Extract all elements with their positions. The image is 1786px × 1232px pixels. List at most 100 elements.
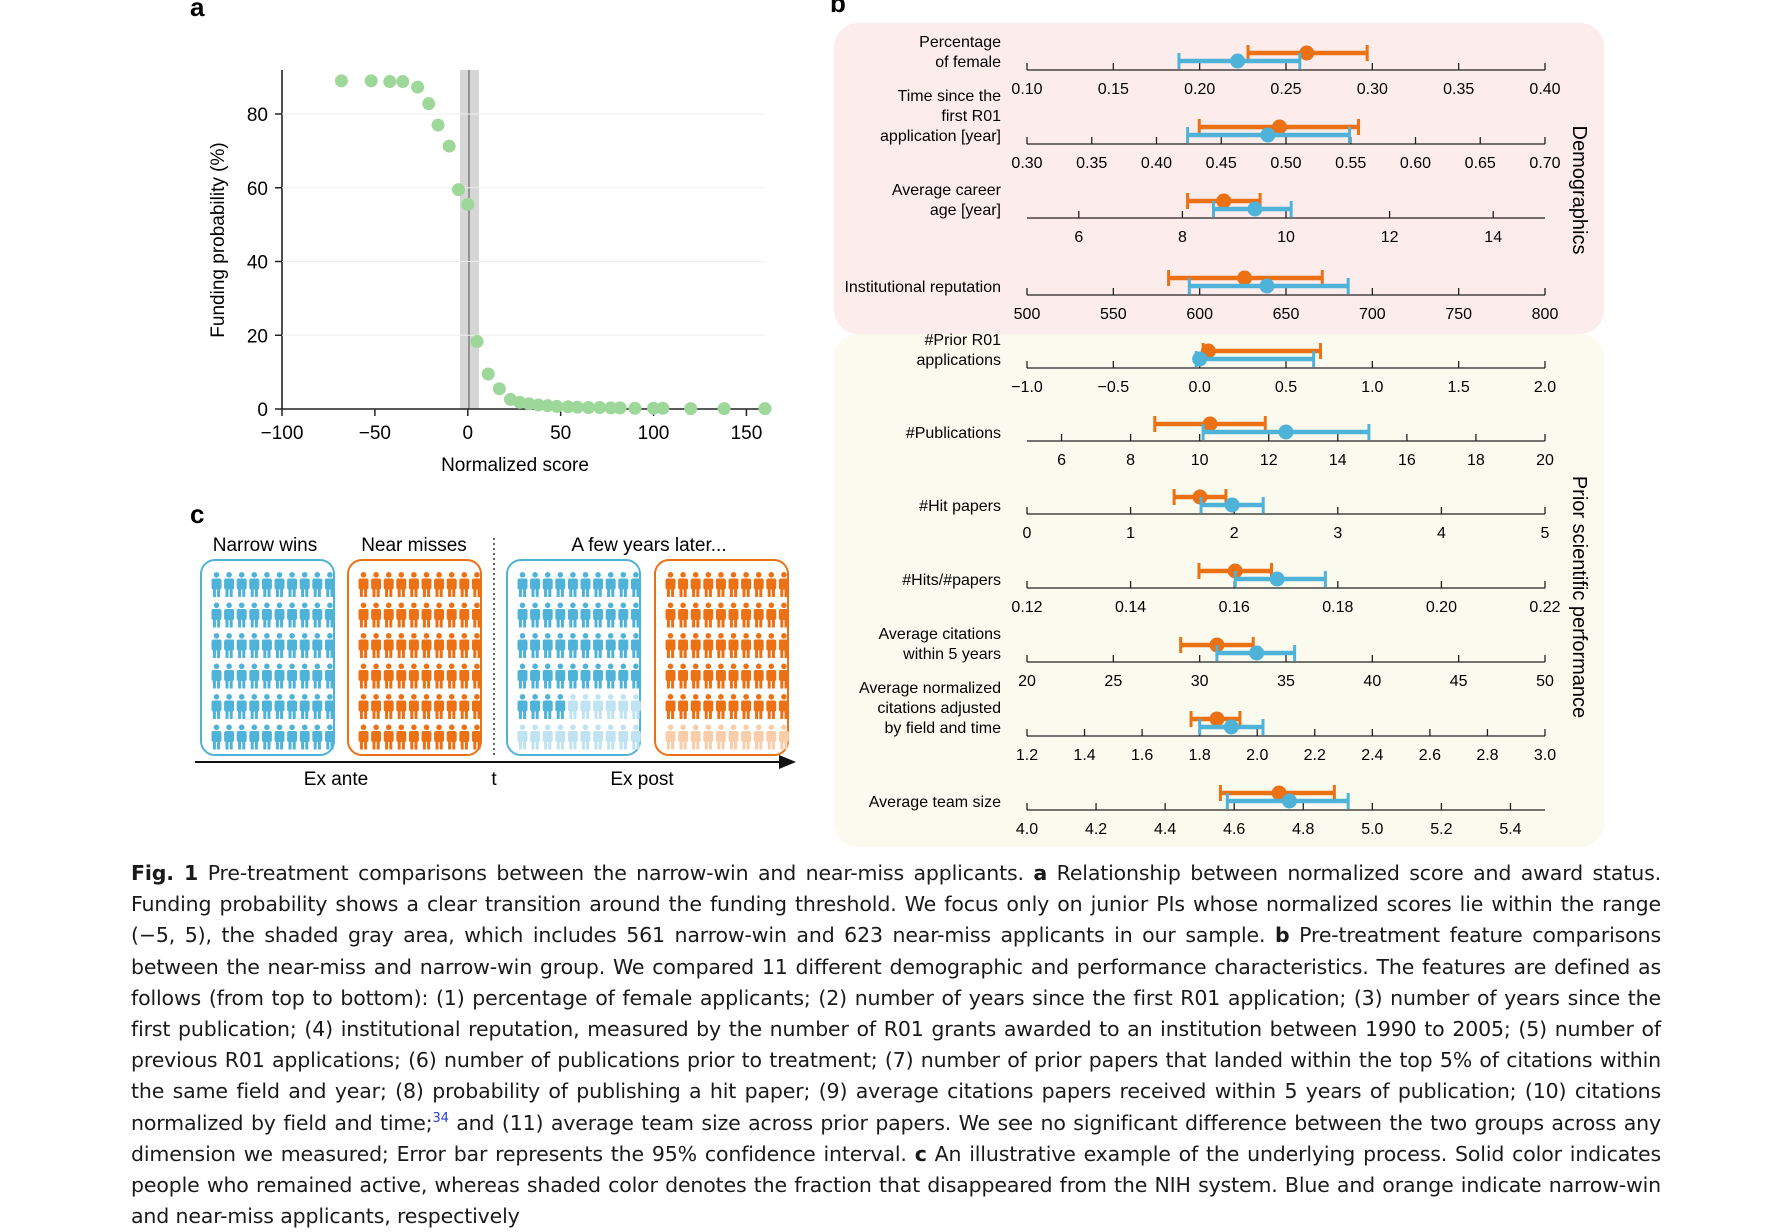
person-icon bbox=[211, 572, 222, 597]
person-icon bbox=[274, 724, 285, 750]
errorbar-row: −1.0 −0.5 0.0 0.5 1.0 1.5 2.0 #Prior R01 applica… bbox=[917, 332, 1557, 396]
group-title-few-years-later: A few years later... bbox=[571, 535, 726, 556]
person-icon bbox=[630, 602, 641, 628]
person-icon bbox=[371, 663, 382, 689]
person-icon bbox=[371, 633, 382, 658]
row-tick-label: 4.4 bbox=[1154, 821, 1176, 838]
person-icon bbox=[299, 663, 310, 689]
person-icon bbox=[618, 724, 629, 750]
person-icon bbox=[678, 572, 689, 597]
narrow-win-mean-point bbox=[1260, 127, 1276, 143]
person-icon bbox=[274, 694, 285, 719]
caption-a-label: a bbox=[1033, 861, 1048, 885]
row-label: by field and time bbox=[884, 720, 1001, 737]
person-icon bbox=[728, 602, 739, 628]
person-icon bbox=[530, 724, 541, 750]
person-icon bbox=[593, 663, 604, 689]
row-tick-label: 1.0 bbox=[1361, 379, 1383, 396]
errorbar-row: 0 1 2 3 4 5 #Hit papers bbox=[919, 489, 1550, 542]
data-point bbox=[561, 400, 575, 414]
row-tick-label: 0.20 bbox=[1184, 81, 1215, 98]
narrow-win-mean-point bbox=[1249, 645, 1265, 661]
row-label: within 5 years bbox=[902, 646, 1001, 663]
person-icon bbox=[766, 633, 777, 658]
person-icon bbox=[555, 633, 566, 658]
ex-post-label: Ex post bbox=[610, 769, 674, 790]
person-icon bbox=[542, 633, 553, 658]
narrow-win-mean-point bbox=[1230, 53, 1246, 69]
narrow-win-mean-point bbox=[1281, 793, 1297, 809]
person-icon bbox=[224, 694, 235, 719]
near-miss-mean-point bbox=[1299, 45, 1315, 61]
row-tick-label: 40 bbox=[1363, 673, 1381, 690]
person-icon bbox=[324, 724, 335, 750]
person-icon bbox=[665, 602, 676, 628]
errorbar-row: 0.30 0.35 0.40 0.45 0.50 0.55 0.60 0.65 0.70 Time… bbox=[880, 88, 1561, 172]
x-tick-label: 0 bbox=[462, 423, 473, 444]
row-tick-label: 750 bbox=[1445, 306, 1472, 323]
person-icon bbox=[371, 572, 382, 597]
person-icon bbox=[778, 724, 789, 750]
near-miss-mean-point bbox=[1271, 785, 1287, 801]
row-tick-label: 0.40 bbox=[1529, 81, 1560, 98]
person-icon bbox=[766, 694, 777, 719]
person-icon bbox=[224, 633, 235, 658]
person-icon bbox=[249, 633, 260, 658]
row-tick-label: 0.12 bbox=[1011, 599, 1042, 616]
data-point bbox=[411, 80, 425, 94]
person-icon bbox=[665, 663, 676, 689]
row-label: #Hits/#papers bbox=[902, 572, 1001, 589]
arrow-head-icon bbox=[779, 755, 796, 769]
person-icon bbox=[224, 572, 235, 597]
person-icon bbox=[358, 602, 369, 628]
data-point bbox=[442, 139, 456, 153]
data-point bbox=[656, 401, 670, 415]
panel-a: a 0 20 40 60 80 −100 −50 0 50 100 150 Normalized s… bbox=[190, 0, 772, 476]
data-point bbox=[684, 402, 698, 416]
row-label: #Hit papers bbox=[919, 498, 1001, 515]
caption-reference-link[interactable]: 34 bbox=[432, 1110, 449, 1126]
row-tick-label: 4.6 bbox=[1223, 821, 1245, 838]
person-icon bbox=[753, 572, 764, 597]
person-icon bbox=[517, 572, 528, 597]
person-icon bbox=[358, 724, 369, 750]
person-icon bbox=[517, 724, 528, 750]
person-icon bbox=[249, 724, 260, 750]
person-icon bbox=[690, 602, 701, 628]
data-point bbox=[717, 402, 731, 416]
data-point bbox=[396, 75, 410, 89]
person-icon bbox=[434, 694, 445, 719]
box-narrow-wins-ex-ante bbox=[200, 559, 335, 756]
person-icon bbox=[371, 602, 382, 628]
person-icon bbox=[580, 663, 591, 689]
data-point bbox=[758, 402, 772, 416]
panel-c-label: c bbox=[190, 499, 204, 529]
person-icon bbox=[287, 602, 298, 628]
person-icon bbox=[678, 663, 689, 689]
data-point bbox=[570, 400, 584, 414]
row-tick-label: 500 bbox=[1014, 306, 1041, 323]
person-icon bbox=[459, 724, 470, 750]
narrow-win-mean-point bbox=[1259, 278, 1275, 294]
row-tick-label: 700 bbox=[1359, 306, 1386, 323]
person-icon bbox=[274, 602, 285, 628]
panel-c: c Narrow wins Near misses A few years la… bbox=[190, 499, 796, 790]
person-icon bbox=[312, 602, 323, 628]
person-icon bbox=[471, 572, 482, 597]
person-icon bbox=[753, 602, 764, 628]
data-point bbox=[451, 183, 465, 197]
person-icon bbox=[421, 663, 432, 689]
row-label: Institutional reputation bbox=[844, 279, 1001, 296]
data-point bbox=[550, 399, 564, 413]
person-icon bbox=[421, 694, 432, 719]
row-label: first R01 bbox=[941, 108, 1001, 125]
person-icon bbox=[396, 663, 407, 689]
row-tick-label: 0.30 bbox=[1357, 81, 1388, 98]
person-icon bbox=[261, 572, 272, 597]
person-icon bbox=[287, 724, 298, 750]
person-icon bbox=[542, 663, 553, 689]
person-icon bbox=[287, 694, 298, 719]
row-tick-label: 5.2 bbox=[1430, 821, 1452, 838]
row-tick-label: 2 bbox=[1230, 525, 1239, 542]
row-tick-label: 0.35 bbox=[1076, 155, 1107, 172]
